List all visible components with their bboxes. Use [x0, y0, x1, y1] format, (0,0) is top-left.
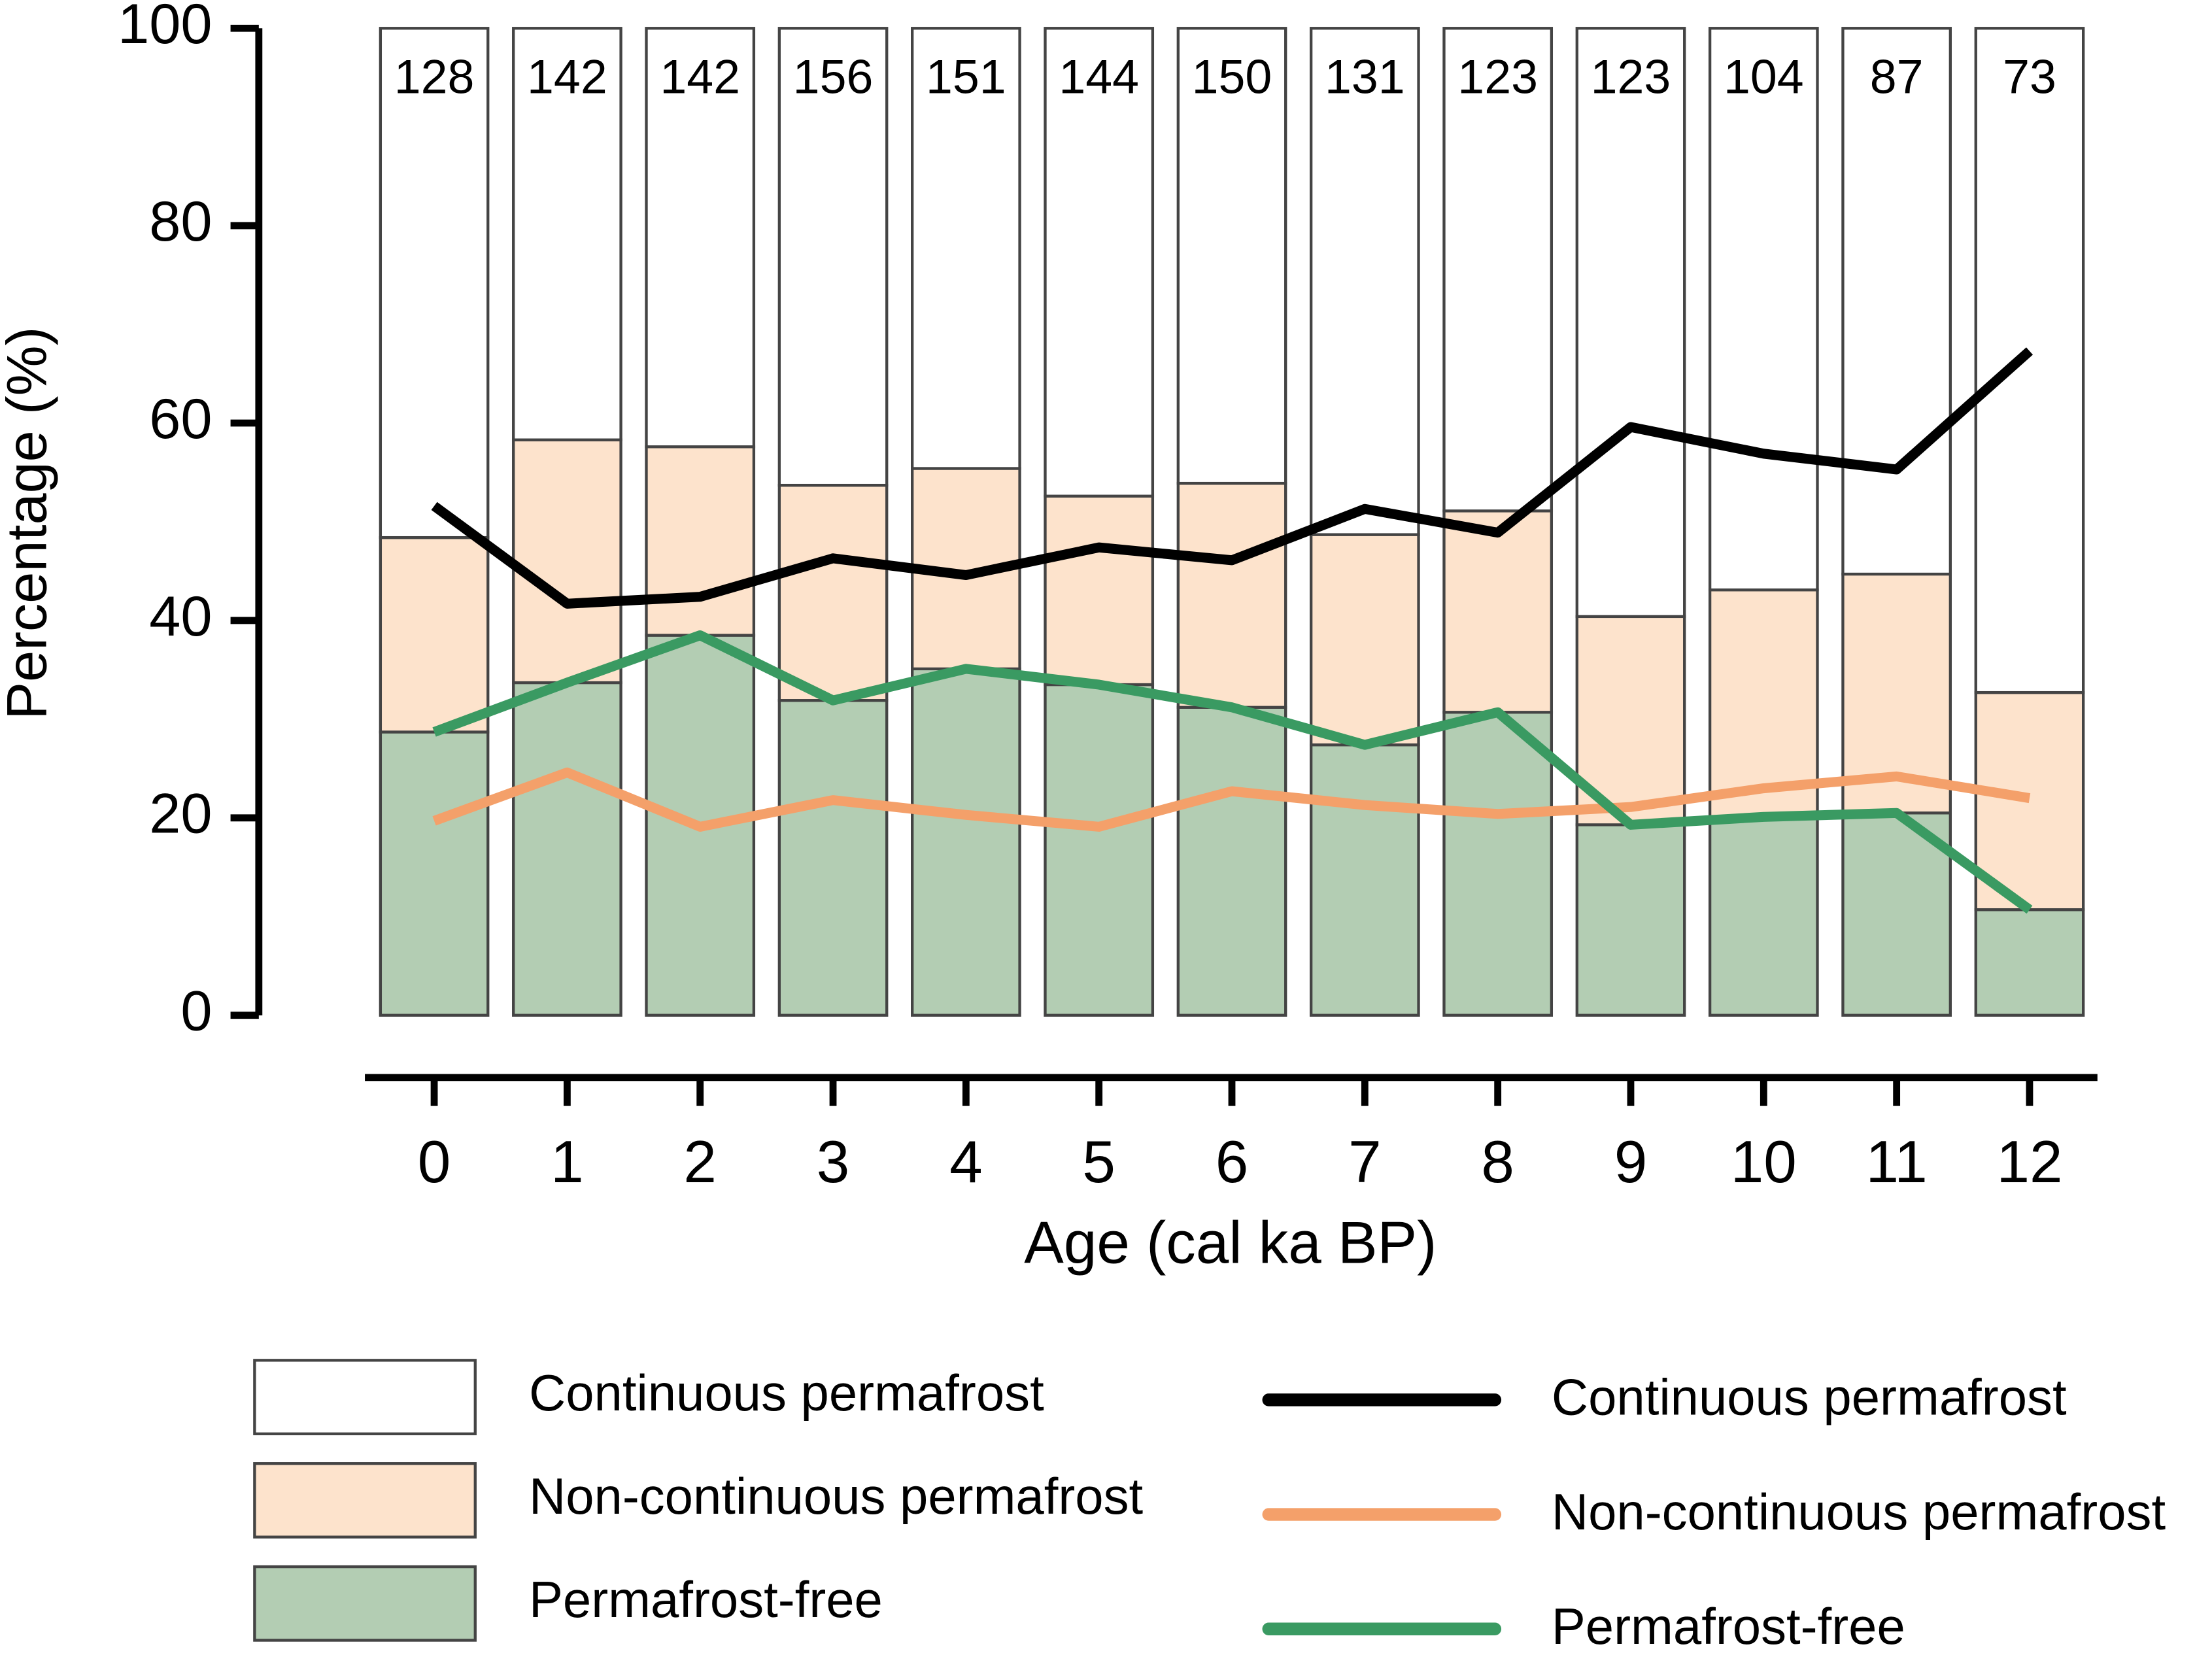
count-label: 128 [394, 50, 475, 104]
count-label: 104 [1724, 50, 1804, 104]
bar-segment [379, 536, 490, 734]
bar-segment [911, 667, 1021, 1017]
legend-label: Permafrost-free [1552, 1599, 1905, 1653]
x-tick-label: 4 [949, 1129, 983, 1195]
line-series [432, 767, 2031, 832]
bar-segment [1841, 27, 1952, 576]
y-tick-label: 20 [149, 783, 212, 845]
line-series [432, 630, 2033, 914]
bar-segment [1708, 27, 1819, 592]
x-tick-label: 5 [1082, 1129, 1115, 1195]
y-tick-label: 60 [149, 388, 212, 451]
bar-segment [1309, 533, 1420, 747]
bar-segment [1176, 27, 1287, 485]
bar-segment [1841, 811, 1952, 1017]
y-axis-label: Percentage (%) [0, 327, 58, 720]
count-label: 150 [1192, 50, 1272, 104]
count-label: 142 [527, 50, 607, 104]
count-label: 87 [1870, 50, 1924, 104]
bar-segment [1176, 706, 1287, 1017]
bar-segment [1974, 690, 2085, 912]
x-axis-label: Age (cal ka BP) [1024, 1210, 1437, 1276]
x-tick-label: 7 [1348, 1129, 1382, 1195]
y-tick-label: 80 [149, 190, 212, 253]
bar-segment [1442, 711, 1554, 1017]
bar-segment [645, 27, 756, 449]
legend-label: Non-continuous permafrost [1552, 1484, 2166, 1541]
bar-segment [1575, 823, 1686, 1017]
line-series [431, 347, 2033, 609]
bar-segment [512, 27, 622, 441]
bar-segment [1708, 815, 1819, 1017]
bar-segment [1708, 588, 1819, 819]
bar-segment [512, 681, 622, 1017]
legend-label: Continuous permafrost [529, 1365, 1044, 1422]
x-tick-label: 2 [683, 1129, 717, 1195]
legend-label: Non-continuous permafrost [529, 1469, 1144, 1525]
bar-segment [512, 438, 622, 685]
bar-segment [1442, 509, 1554, 714]
bar-segment [1974, 27, 2085, 694]
x-tick-label: 1 [551, 1129, 584, 1195]
y-tick-label: 40 [149, 585, 212, 648]
x-tick-label: 3 [817, 1129, 850, 1195]
count-label: 123 [1457, 50, 1538, 104]
x-tick-label: 8 [1481, 1129, 1514, 1195]
legend-label: Continuous permafrost [1552, 1370, 2067, 1426]
legend-swatch [253, 1565, 477, 1642]
count-label: 73 [2003, 50, 2056, 104]
y-tick-label: 0 [180, 980, 212, 1043]
count-label: 123 [1591, 50, 1671, 104]
bar-segment [645, 445, 756, 637]
count-label: 131 [1325, 50, 1405, 104]
x-tick-label: 6 [1216, 1129, 1249, 1195]
legend-label: Permafrost-free [529, 1572, 883, 1628]
count-label: 142 [660, 50, 740, 104]
bar-segment [379, 730, 490, 1017]
bar-segment [911, 27, 1021, 470]
count-label: 151 [926, 50, 1006, 104]
bar-segment [777, 27, 889, 487]
legend-swatch [253, 1462, 477, 1539]
x-tick-label: 0 [418, 1129, 451, 1195]
bar-segment [1442, 27, 1554, 513]
bar-segment [1309, 27, 1420, 536]
y-tick-label: 100 [118, 0, 212, 56]
bar-segment [1575, 27, 1686, 619]
bar-segment [1044, 683, 1155, 1017]
count-label: 144 [1059, 50, 1139, 104]
bar-segment [1974, 908, 2085, 1017]
bar-segment [1176, 481, 1287, 709]
bar-segment [1309, 743, 1420, 1017]
count-label: 156 [793, 50, 874, 104]
x-tick-label: 10 [1731, 1129, 1797, 1195]
bar-segment [777, 699, 889, 1017]
bar-segment [379, 27, 490, 539]
legend-swatch [253, 1359, 477, 1435]
x-tick-label: 12 [1996, 1129, 2062, 1195]
x-tick-label: 9 [1614, 1129, 1648, 1195]
bar-segment [1044, 27, 1155, 498]
x-tick-label: 11 [1865, 1129, 1927, 1195]
bar-segment [1044, 494, 1155, 687]
bar-segment [777, 483, 889, 702]
